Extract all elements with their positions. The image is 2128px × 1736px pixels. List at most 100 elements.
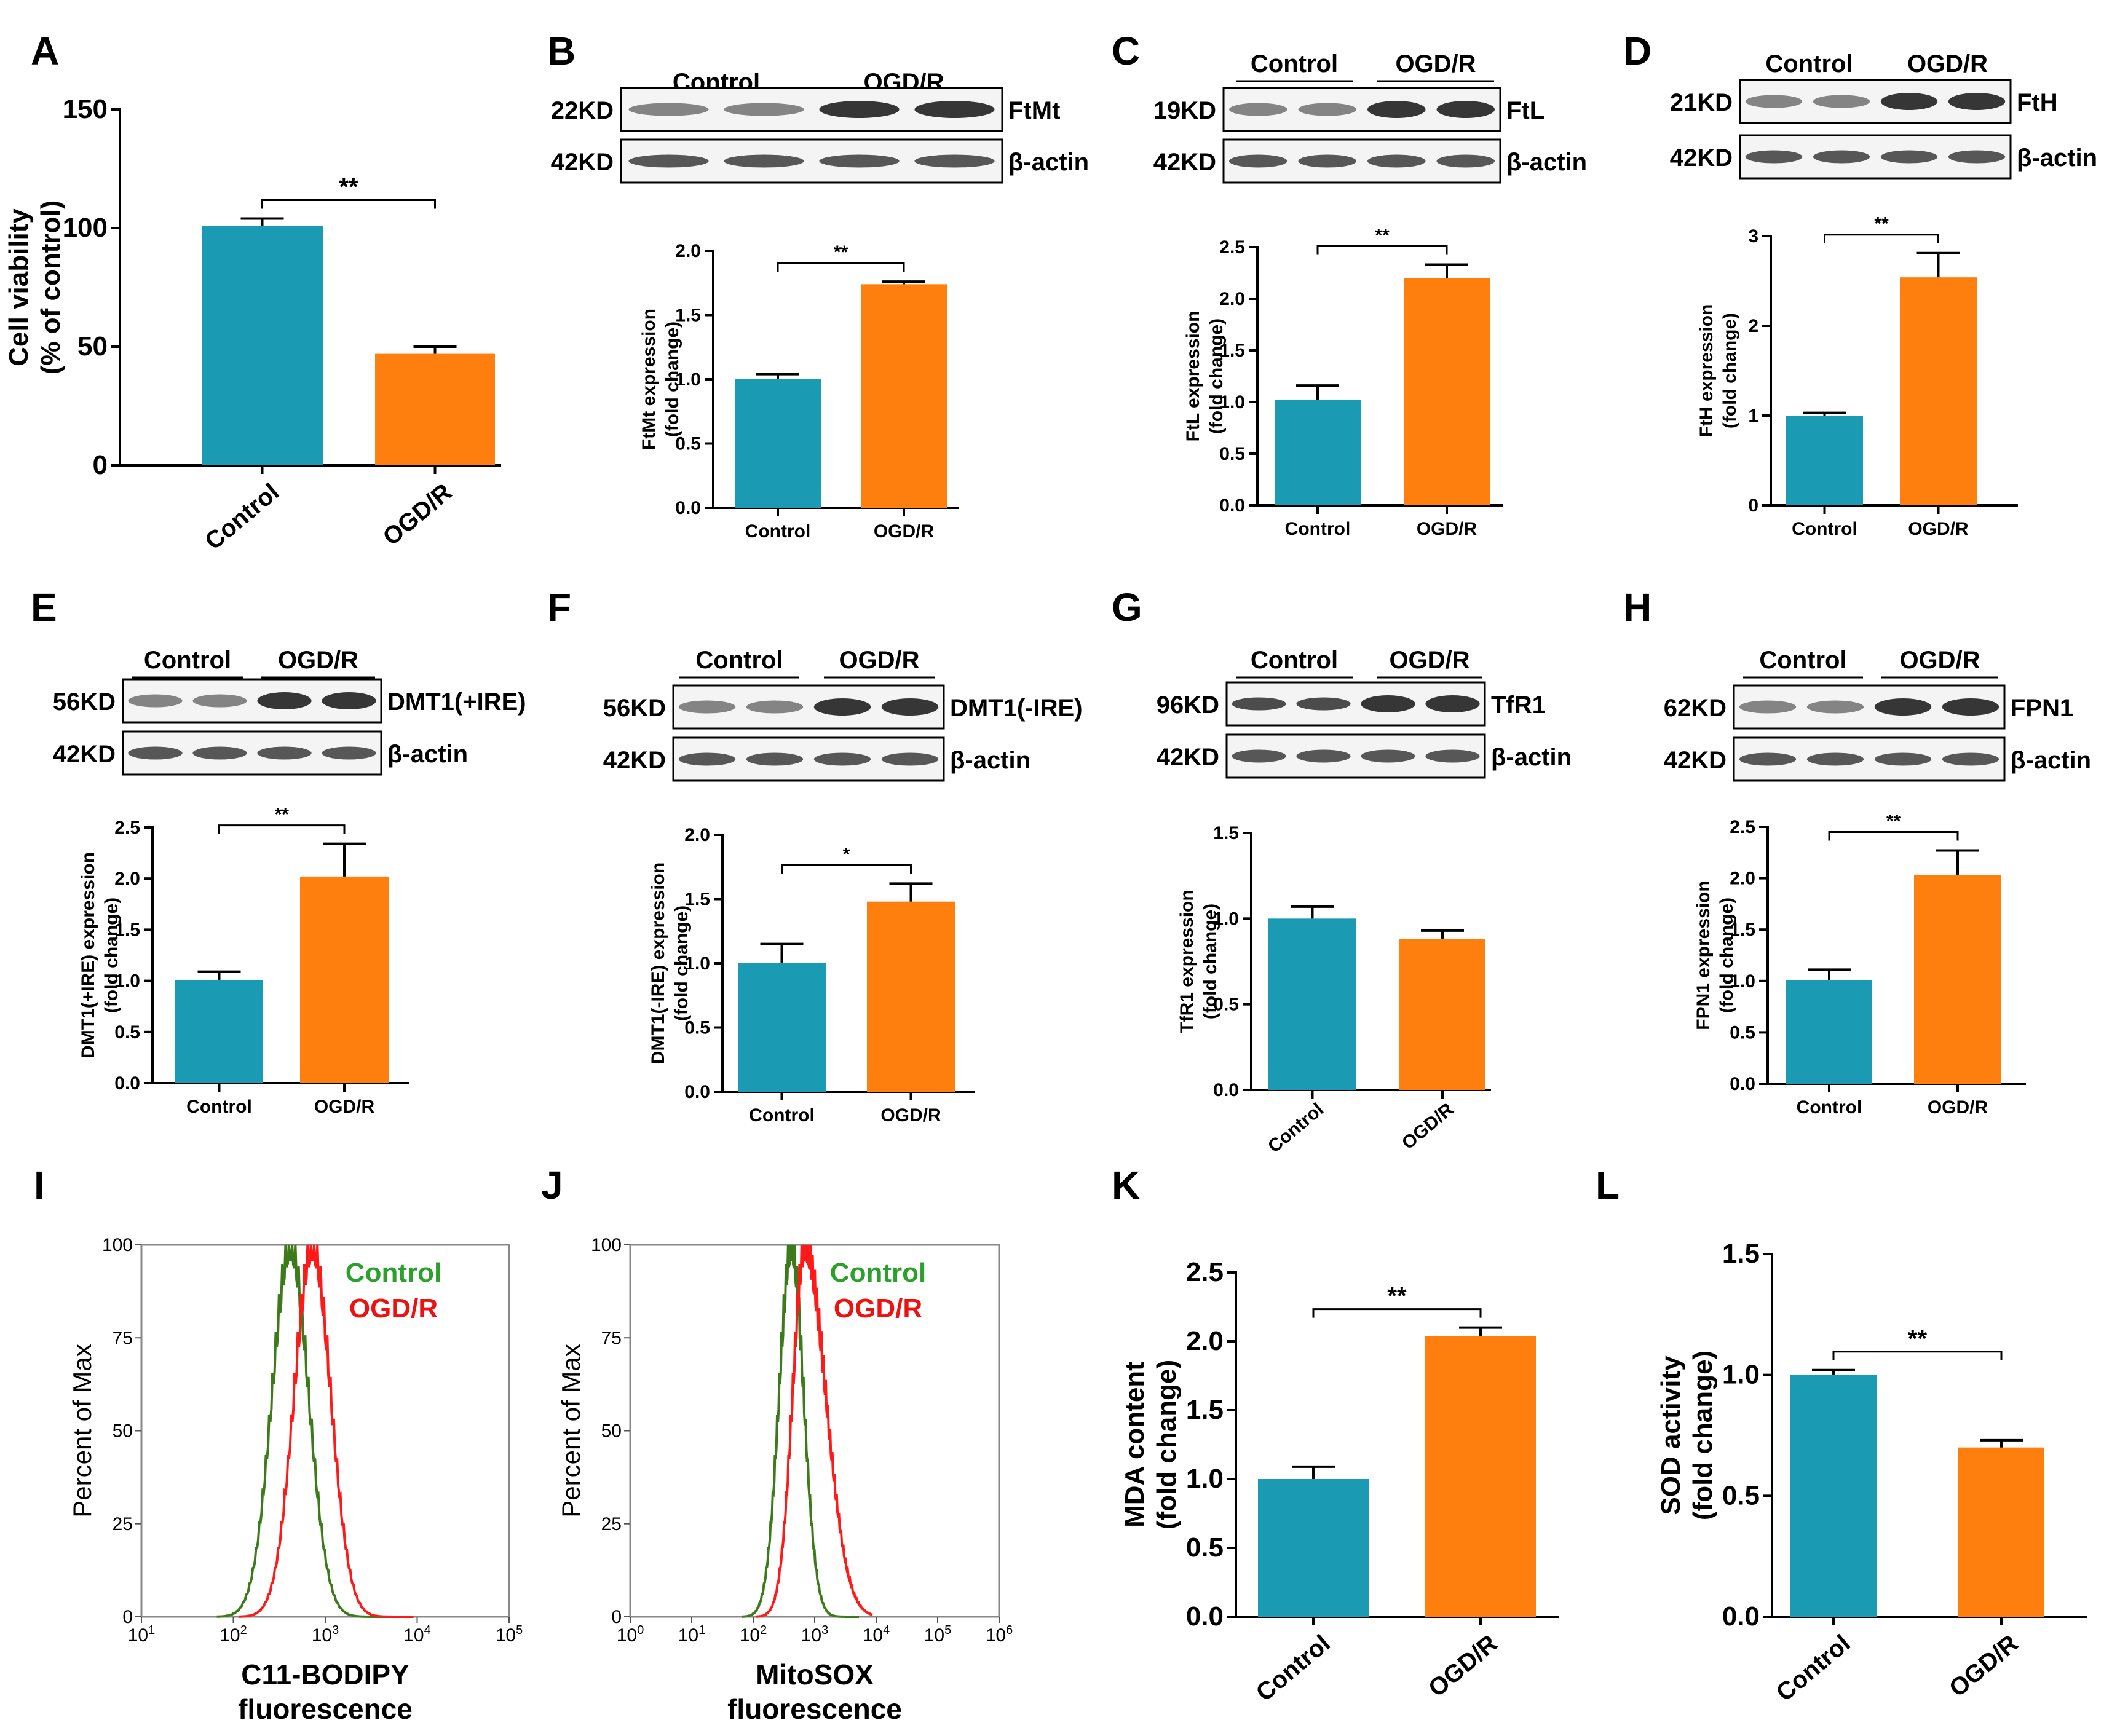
y-tick-label: 2.5 [1730,817,1755,837]
x-tick-exponent: 1 [698,1624,705,1637]
blot-band [628,103,709,116]
blot-band [1948,93,2006,110]
blot-band [1425,695,1480,712]
x-tick-label: 104 [863,1624,890,1646]
bar-ogdr [300,876,389,1083]
significance-marker: * [843,844,850,864]
panel-label-f: F [547,585,571,629]
molecular-weight-label: 56KD [53,688,116,716]
bar-control [738,963,826,1092]
bar-chart-a: 0 50 100 150 Control OGD/R ** Cell viability (% … [4,94,501,555]
protein-label: β-actin [387,741,468,768]
blot-band [1436,154,1495,168]
y-tick-label: 1.5 [114,920,140,940]
blot-band [813,752,871,766]
x-tick-label: Control [749,1105,815,1126]
blot-band [819,154,900,168]
molecular-weight-label: 19KD [1153,97,1216,124]
blot-band [128,746,183,760]
x-tick-label: 103 [801,1624,829,1646]
y-tick-label: 0 [122,1607,133,1627]
blot-band [1874,752,1932,766]
histogram-curve-ogdr [756,1244,874,1618]
blot-band [678,752,736,766]
protein-label: β-actin [1491,744,1572,771]
blot-group-label: OGD/R [1907,50,1988,77]
y-axis-label: (fold change) [1688,1351,1718,1520]
legend-ogdr: OGD/R [349,1293,438,1324]
y-axis-label: FPN1 expression [1693,880,1714,1030]
blot-band [1813,95,1870,108]
y-axis-label: DMT1(+IRE) expression [78,852,98,1059]
blot-band [1296,697,1351,711]
legend-ogdr: OGD/R [834,1293,922,1324]
y-tick-label: 2.0 [1186,1326,1224,1356]
y-tick-label: 100 [102,1235,133,1255]
y-tick-label: 1.5 [675,306,701,326]
y-tick-label: 1.0 [675,369,701,390]
histogram-curve-control [216,1244,392,1618]
bar-control [1275,400,1361,505]
significance-marker: ** [339,174,358,201]
y-tick-label: 1.0 [114,971,140,992]
western-blot-h: Control OGD/R 62KD FPN1 42KD β-actin [1664,647,2091,782]
y-tick-label: 1.0 [1219,392,1245,412]
bar-chart-k: 0.0 0.5 1.0 1.5 2.0 2.5 Control OGD/R ** MDA cont… [1120,1257,1559,1706]
blot-group-label: OGD/R [1395,50,1476,77]
y-tick-label: 2 [1748,316,1758,336]
blot-band [881,698,939,716]
x-tick-label: 102 [740,1624,767,1646]
molecular-weight-label: 42KD [603,747,666,774]
bar-control [1786,416,1863,505]
y-tick-label: 2.5 [114,818,140,838]
x-tick-label: 101 [678,1624,706,1646]
bar-ogdr [1900,277,1977,505]
x-tick-label: OGD/R [314,1097,375,1117]
blot-band [1806,700,1864,714]
histogram-curve-control [742,1244,859,1618]
molecular-weight-label: 42KD [1153,149,1216,176]
y-tick-label: 25 [113,1514,133,1534]
x-tick-label: 105 [496,1624,523,1646]
y-axis-label: MDA content [1120,1362,1150,1528]
blot-group-label: OGD/R [839,647,919,674]
y-axis-label: FtMt expression [639,309,659,450]
bar-chart-e: 0.0 0.5 1.0 1.5 2.0 2.5 Control OGD/R ** DMT1(+IR… [78,805,409,1117]
molecular-weight-label: 42KD [1664,747,1727,774]
y-tick-label: 0.5 [675,434,701,454]
blot-band [1880,93,1938,110]
molecular-weight-label: 42KD [551,149,614,176]
y-tick-label: 0.5 [1186,1533,1224,1563]
y-tick-label: 0.5 [1213,995,1239,1015]
blot-band [1948,150,2006,164]
blot-band [1367,101,1426,118]
significance-bracket [1824,234,1939,243]
bar-ogdr [375,353,495,465]
significance-marker: ** [1908,1325,1928,1352]
x-tick-exponent: 5 [516,1624,523,1637]
blot-group-label: OGD/R [1899,647,1980,674]
x-tick-exponent: 2 [760,1624,767,1637]
x-tick-base: 10 [924,1625,944,1646]
bar-ogdr [1958,1447,2044,1617]
y-tick-label: 1.0 [1722,1360,1760,1390]
x-tick-label: OGD/R [1398,1099,1458,1154]
panel-label-d: D [1623,29,1651,73]
x-tick-exponent: 4 [424,1624,431,1637]
blot-group-label: OGD/R [1389,647,1469,674]
significance-marker: ** [1874,214,1889,234]
molecular-weight-label: 42KD [1670,144,1733,172]
y-tick-label: 1.5 [684,890,710,910]
x-axis-label: fluorescence [238,1693,413,1725]
x-tick-label: OGD/R [378,478,457,551]
blot-band [1739,700,1797,714]
blot-band [1739,752,1797,766]
y-axis-label: (fold change) [101,898,122,1013]
blot-band [257,746,312,760]
bar-chart-f: 0.0 0.5 1.0 1.5 2.0 Control OGD/R * DMT1(-IRE) e… [648,825,975,1126]
protein-label: β-actin [2017,144,2097,172]
significance-bracket [218,824,346,834]
y-tick-label: 1.5 [1213,823,1239,843]
